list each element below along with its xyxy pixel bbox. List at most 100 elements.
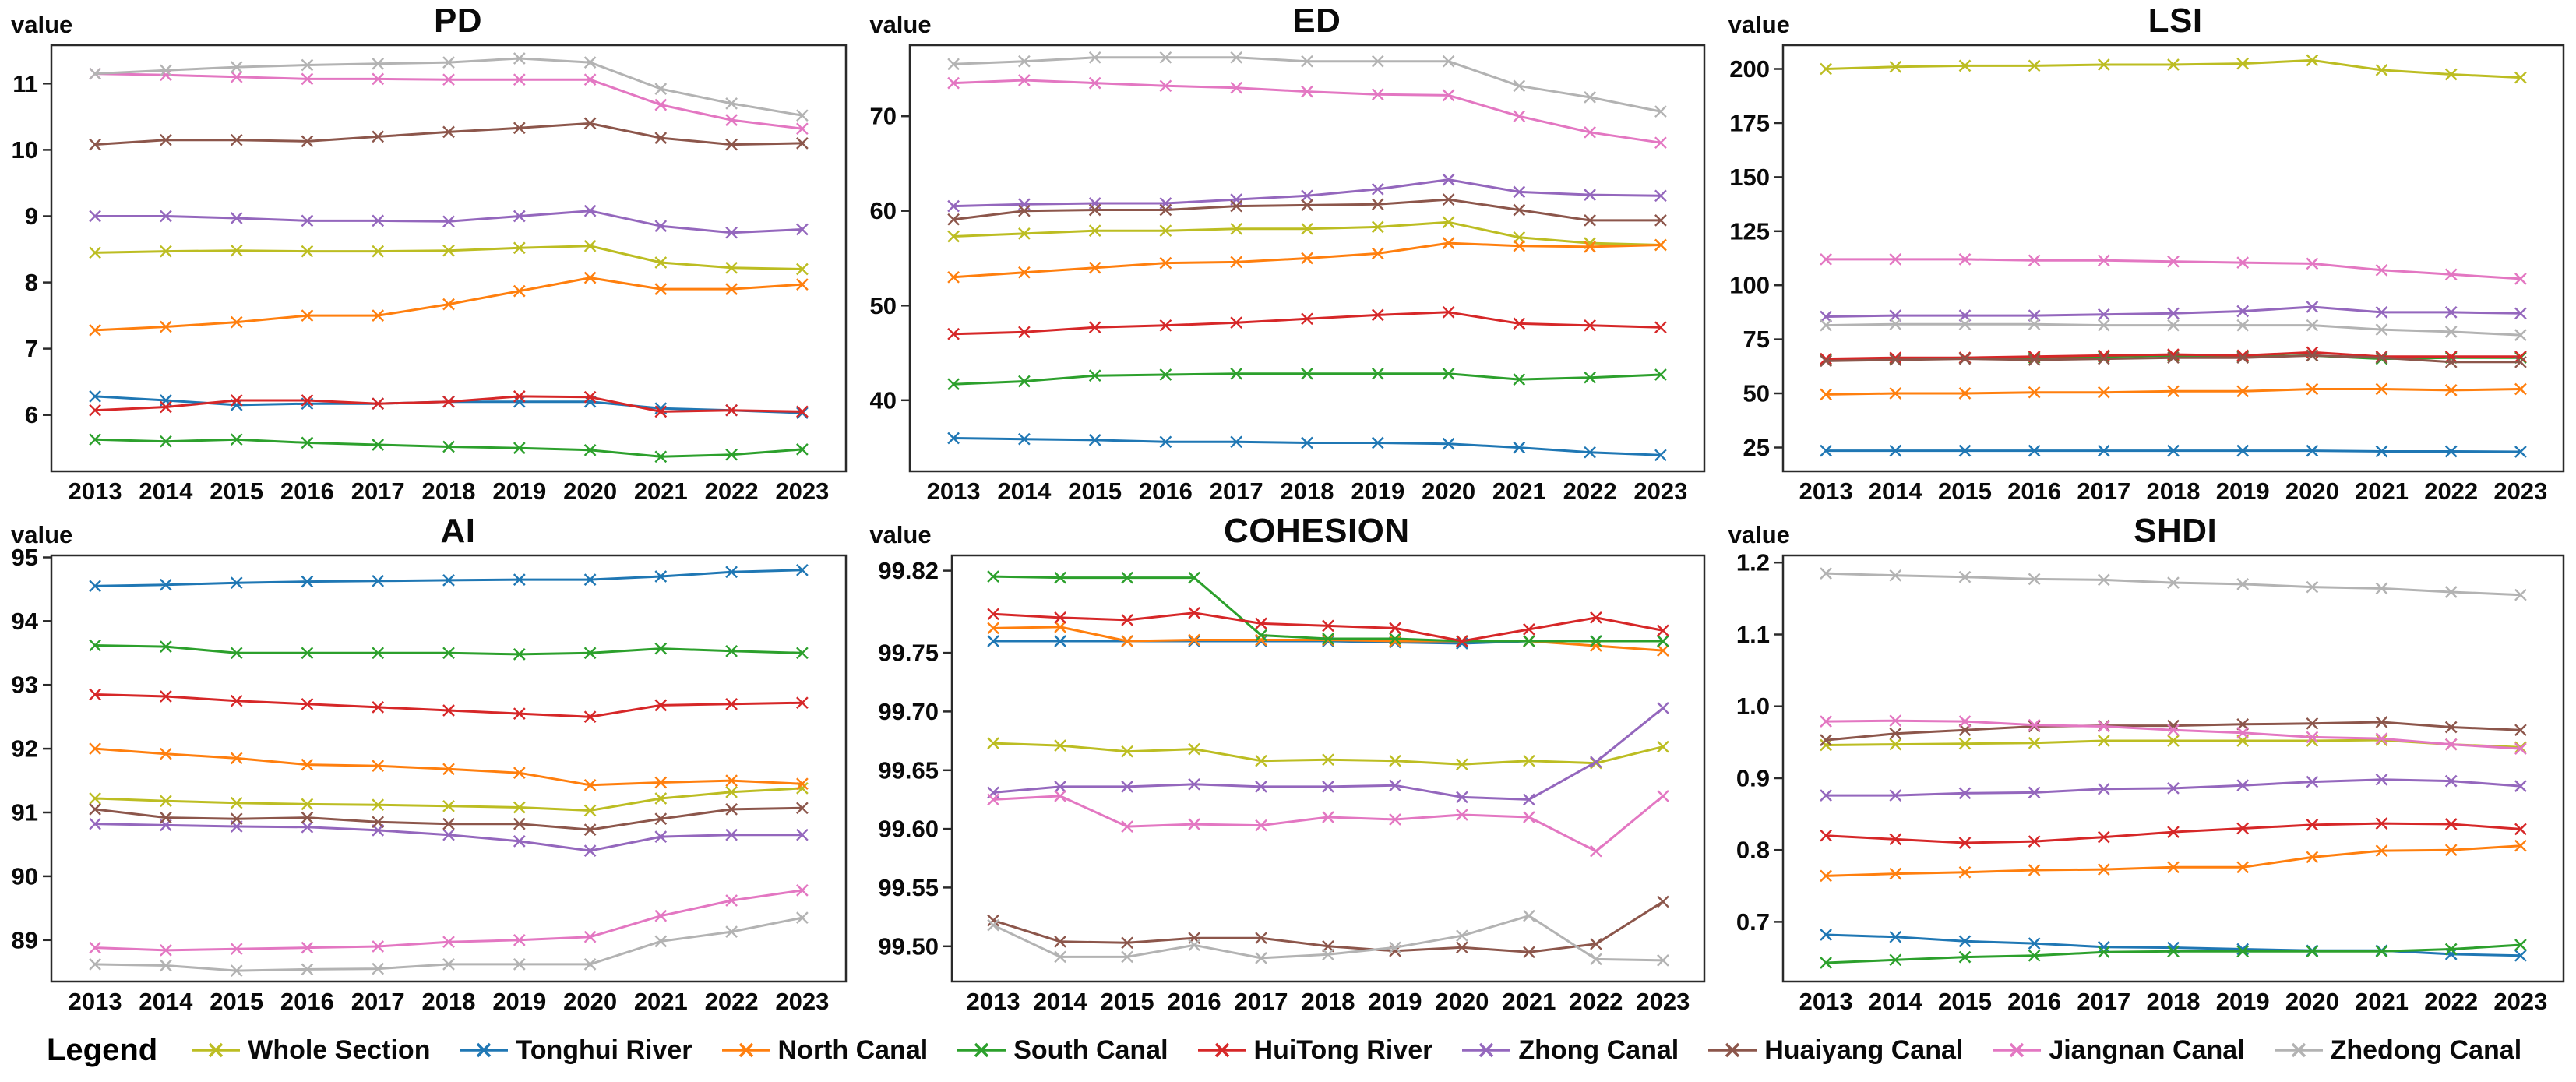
svg-text:2022: 2022 [2424, 988, 2478, 1015]
legend-item-label: North Canal [777, 1034, 929, 1065]
svg-text:1.1: 1.1 [1736, 621, 1770, 648]
svg-text:2023: 2023 [2493, 478, 2547, 505]
y-axis-label: value [1728, 11, 1790, 38]
svg-text:99.70: 99.70 [879, 698, 939, 725]
svg-text:2017: 2017 [2077, 478, 2130, 505]
svg-text:2016: 2016 [2007, 988, 2061, 1015]
svg-text:2021: 2021 [634, 478, 688, 505]
svg-text:2017: 2017 [1235, 988, 1288, 1015]
svg-text:60: 60 [870, 197, 897, 224]
svg-text:2015: 2015 [210, 478, 263, 505]
svg-text:2019: 2019 [492, 478, 546, 505]
legend-item: Whole Section [190, 1035, 430, 1066]
svg-text:200: 200 [1729, 55, 1770, 83]
svg-text:2018: 2018 [422, 988, 476, 1015]
svg-text:2014: 2014 [998, 478, 1052, 505]
y-axis-label: value [869, 11, 932, 38]
legend-item-label: Zhedong Canal [2330, 1034, 2522, 1065]
svg-text:2017: 2017 [351, 478, 405, 505]
svg-text:9: 9 [25, 203, 38, 230]
svg-text:2013: 2013 [967, 988, 1020, 1015]
svg-text:2020: 2020 [563, 478, 617, 505]
svg-text:2018: 2018 [2146, 988, 2200, 1015]
svg-text:2018: 2018 [1302, 988, 1355, 1015]
svg-text:2013: 2013 [1799, 478, 1852, 505]
legend-marker-x-icon [1993, 1042, 2042, 1058]
legend-item: North Canal [721, 1034, 929, 1066]
chart-title-shdi: SHDI [2134, 512, 2218, 550]
svg-text:89: 89 [12, 926, 38, 953]
svg-text:2023: 2023 [1637, 988, 1690, 1015]
svg-text:99.82: 99.82 [879, 557, 939, 584]
svg-text:2020: 2020 [1422, 478, 1475, 505]
svg-text:2020: 2020 [2285, 478, 2339, 505]
svg-text:2021: 2021 [634, 988, 688, 1015]
legend-marker-x-icon [721, 1042, 770, 1058]
svg-text:7: 7 [25, 335, 38, 362]
y-axis-label: value [1728, 521, 1790, 548]
svg-text:2018: 2018 [1281, 478, 1334, 505]
y-axis-label: value [11, 11, 73, 38]
svg-text:2022: 2022 [1563, 478, 1617, 505]
legend-item: Jiangnan Canal [1991, 1035, 2245, 1066]
svg-text:2019: 2019 [492, 988, 546, 1015]
chart-title-lsi: LSI [2148, 2, 2203, 40]
svg-text:99.65: 99.65 [879, 756, 939, 784]
legend-item: Tonghui River [458, 1035, 692, 1066]
svg-text:2015: 2015 [210, 988, 263, 1015]
svg-text:2013: 2013 [927, 478, 981, 505]
svg-text:8: 8 [25, 269, 38, 296]
svg-text:92: 92 [12, 735, 38, 763]
svg-text:6: 6 [25, 401, 38, 428]
svg-text:11: 11 [12, 70, 38, 97]
svg-text:125: 125 [1729, 217, 1770, 245]
svg-text:2014: 2014 [1868, 988, 1922, 1015]
svg-text:99.75: 99.75 [879, 640, 939, 667]
svg-text:150: 150 [1729, 164, 1770, 191]
chart-title-ai: AI [440, 512, 476, 550]
svg-text:2023: 2023 [2493, 988, 2547, 1015]
svg-text:99.50: 99.50 [879, 932, 939, 960]
svg-text:2015: 2015 [1101, 988, 1154, 1015]
legend-item-label: South Canal [1013, 1034, 1168, 1065]
legend-item-label: HuiTong River [1253, 1034, 1433, 1065]
legend-item: Huaiyang Canal [1707, 1035, 1963, 1066]
legend: Legend Whole Section Tonghui River North C… [47, 1022, 2568, 1078]
svg-text:2018: 2018 [422, 478, 476, 505]
legend-item-label: Tonghui River [516, 1034, 692, 1065]
y-axis-label: value [11, 521, 73, 548]
pd-plot-canvas: 6 7 8 9 10 11 2013 2014 2015 2016 2017 2018 2019 2020… [12, 44, 848, 505]
svg-text:40: 40 [870, 386, 897, 414]
legend-item-label: Zhong Canal [1518, 1034, 1679, 1065]
svg-text:50: 50 [1743, 380, 1769, 407]
svg-text:2019: 2019 [1369, 988, 1422, 1015]
legend-marker-x-icon [460, 1042, 509, 1058]
svg-text:2023: 2023 [775, 478, 829, 505]
svg-text:2020: 2020 [563, 988, 617, 1015]
svg-text:70: 70 [870, 103, 897, 130]
svg-text:2015: 2015 [1938, 988, 1992, 1015]
svg-text:1.2: 1.2 [1736, 549, 1770, 576]
y-axis-label: value [869, 521, 932, 548]
svg-text:2015: 2015 [1938, 478, 1992, 505]
legend-item: HuiTong River [1196, 1034, 1433, 1066]
svg-text:95: 95 [12, 544, 38, 571]
lsi-plot-canvas: 25 50 75 100 125 150 175 200 2013 2014 2015 2016 201… [1729, 44, 2564, 505]
svg-text:2016: 2016 [280, 988, 334, 1015]
legend-item: Zhedong Canal [2273, 1034, 2522, 1066]
svg-text:0.7: 0.7 [1736, 908, 1770, 936]
svg-text:2021: 2021 [1492, 478, 1546, 505]
svg-text:2013: 2013 [69, 478, 122, 505]
svg-text:2019: 2019 [2215, 988, 2269, 1015]
shdi-plot-canvas: 0.7 0.8 0.9 1.0 1.1 1.2 2013 2014 2015 2016 2017 20… [1736, 549, 2564, 1015]
svg-text:75: 75 [1743, 326, 1769, 353]
svg-text:2017: 2017 [2077, 988, 2130, 1015]
svg-text:2023: 2023 [1634, 478, 1688, 505]
svg-text:2022: 2022 [705, 988, 759, 1015]
svg-text:2018: 2018 [2146, 478, 2200, 505]
svg-text:99.55: 99.55 [879, 874, 939, 901]
svg-text:2020: 2020 [1436, 988, 1489, 1015]
svg-text:2016: 2016 [1168, 988, 1221, 1015]
svg-text:2022: 2022 [705, 478, 759, 505]
